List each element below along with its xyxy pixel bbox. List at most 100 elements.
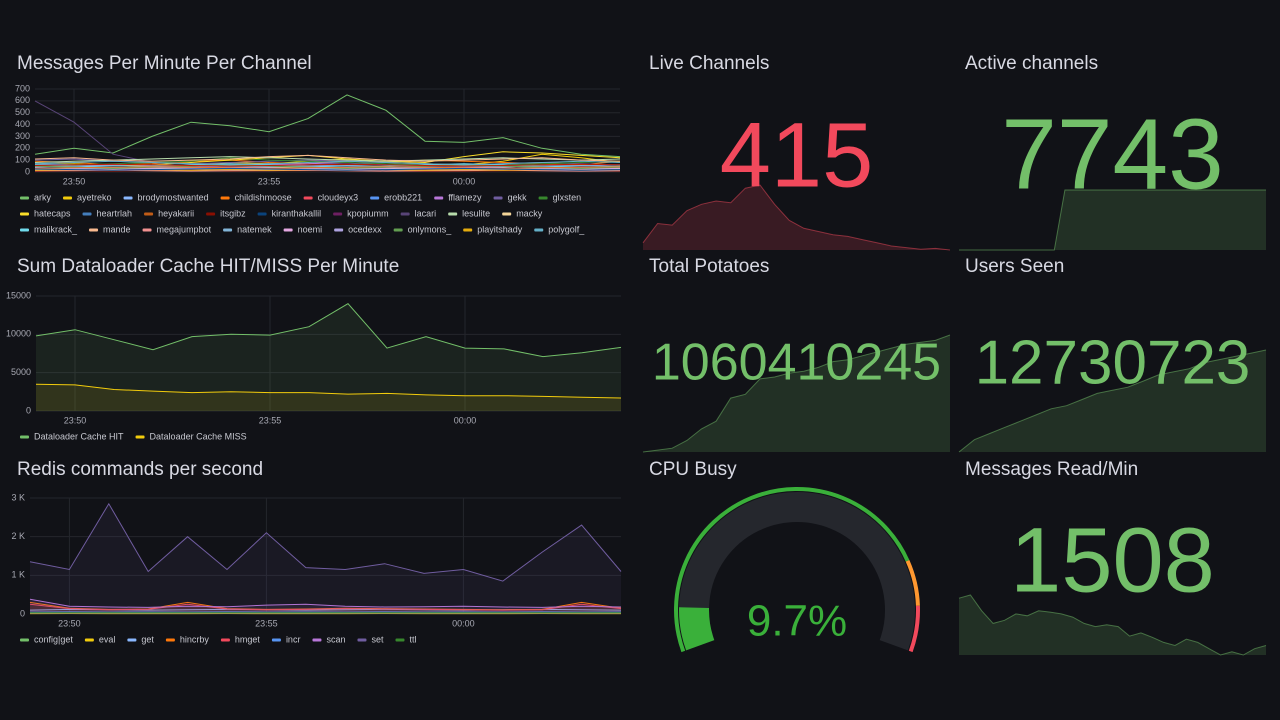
x-tick-label: 23:55 — [255, 618, 278, 628]
legend-label: lesulite — [462, 208, 490, 218]
legend-swatch — [89, 228, 99, 232]
legend-item: hincrby — [165, 634, 209, 644]
series-line — [34, 169, 621, 172]
legend-swatch — [357, 638, 367, 642]
legend-item: noemi — [283, 224, 323, 234]
legend-label: megajumpbot — [157, 224, 212, 234]
legend-item: eval — [84, 634, 115, 644]
x-tick-label: 00:00 — [452, 618, 475, 628]
sparkline-area — [959, 350, 1266, 452]
gauge-track — [679, 492, 915, 651]
legend-swatch — [20, 638, 29, 642]
x-tick-label: 00:00 — [453, 176, 476, 186]
series-line — [35, 383, 622, 399]
legend-item: Dataloader Cache MISS — [135, 431, 247, 441]
legend-swatch — [220, 196, 230, 200]
stat-value: 1508 — [1010, 509, 1215, 611]
legend-item: cloudeyx3 — [303, 192, 359, 202]
gauge-threshold — [908, 605, 920, 653]
y-tick-label: 0 — [20, 608, 25, 618]
legend-label: cloudeyx3 — [318, 192, 359, 202]
legend-swatch — [333, 212, 343, 216]
legend-label: natemek — [237, 224, 272, 234]
legend-label: ocedexx — [348, 224, 382, 234]
legend-label: brodymostwanted — [138, 192, 209, 202]
legend-item: malikrack_ — [20, 224, 78, 234]
y-tick-label: 100 — [15, 155, 30, 165]
series-line — [34, 167, 621, 171]
y-tick-label: 10000 — [6, 329, 31, 339]
legend-item: ocedexx — [334, 224, 382, 234]
panel-title: Redis commands per second — [17, 459, 263, 480]
legend-swatch — [434, 196, 444, 200]
legend-item: hmget — [220, 634, 261, 644]
series-line — [29, 603, 622, 611]
legend-item: config|get — [20, 634, 73, 644]
legend-item: fflamezy — [434, 192, 482, 202]
legend-item: heartrlah — [82, 208, 133, 218]
legend-item: childishmoose — [220, 192, 292, 202]
gauge-value-arc — [679, 607, 715, 651]
legend-label: gekk — [508, 192, 528, 202]
legend-swatch — [63, 196, 73, 200]
legend-label: scan — [326, 634, 345, 644]
legend-label: polygolf_ — [548, 224, 585, 234]
legend-swatch — [206, 212, 216, 216]
y-tick-label: 500 — [15, 107, 30, 117]
legend-item: get — [127, 634, 154, 644]
legend-item: glxsten — [538, 192, 581, 202]
legend-swatch — [538, 196, 548, 200]
legend-label: config|get — [34, 634, 73, 644]
series-line — [34, 163, 621, 167]
legend-swatch — [448, 212, 458, 216]
legend-swatch — [220, 638, 230, 642]
legend-label: lacari — [415, 208, 437, 218]
legend-label: kpopiumm — [347, 208, 389, 218]
panel-title: CPU Busy — [649, 459, 737, 480]
legend-swatch — [271, 638, 281, 642]
y-tick-label: 15000 — [6, 290, 31, 300]
legend-label: heartrlah — [97, 208, 133, 218]
legend-swatch — [463, 228, 473, 232]
sparkline-area — [959, 190, 1266, 250]
stat-value: 1060410245 — [652, 334, 941, 392]
sparkline-area — [959, 595, 1266, 655]
y-tick-label: 2 K — [11, 531, 25, 541]
x-tick-label: 23:55 — [259, 415, 282, 425]
gauge-value: 9.7% — [747, 597, 847, 646]
legend-label: ayetreko — [77, 192, 112, 202]
legend-label: noemi — [298, 224, 323, 234]
legend-item: Dataloader Cache HIT — [20, 431, 124, 441]
legend-item: playitshady — [463, 224, 523, 234]
y-tick-label: 5000 — [11, 367, 31, 377]
y-tick-label: 1 K — [11, 570, 25, 580]
series-line — [34, 166, 621, 169]
legend-label: macky — [516, 208, 543, 218]
sparkline-line — [642, 184, 951, 251]
y-tick-label: 600 — [15, 95, 30, 105]
panel-title: Total Potatoes — [649, 256, 769, 277]
legend-item: kpopiumm — [333, 208, 389, 218]
legend-label: hmget — [235, 634, 261, 644]
panel-title: Messages Per Minute Per Channel — [17, 53, 312, 74]
legend-item: gekk — [493, 192, 528, 202]
legend-label: fflamezy — [448, 192, 482, 202]
legend-item: macky — [502, 208, 543, 218]
gauge-threshold — [905, 559, 920, 606]
legend-label: itsgibz — [220, 208, 246, 218]
legend-swatch — [135, 435, 145, 439]
stat-value: 7743 — [1001, 98, 1223, 210]
legend-swatch — [20, 196, 29, 200]
legend-label: get — [141, 634, 154, 644]
y-tick-label: 0 — [25, 166, 30, 176]
panel-title: Active channels — [965, 53, 1098, 74]
sparkline-line — [958, 594, 1267, 656]
legend-item: natemek — [223, 224, 272, 234]
legend-item: scan — [312, 634, 345, 644]
x-tick-label: 23:55 — [258, 176, 281, 186]
legend-swatch — [123, 196, 133, 200]
legend-swatch — [334, 228, 344, 232]
legend-swatch — [20, 435, 29, 439]
legend-label: playitshady — [477, 224, 523, 234]
